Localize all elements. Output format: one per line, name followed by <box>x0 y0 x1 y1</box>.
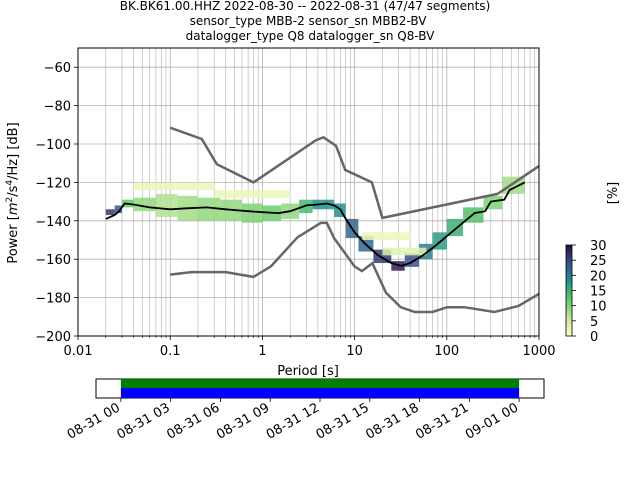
nlnm-curve <box>170 221 539 314</box>
density-cell <box>105 209 115 216</box>
colorbar <box>565 244 573 337</box>
nhnm-curve <box>169 126 539 220</box>
timeline-tick-label: 08-31 03 <box>115 400 173 442</box>
y-tick-label: −60 <box>44 61 71 76</box>
y-tick-label: −200 <box>35 330 71 345</box>
x-tick-label: 100 <box>434 344 459 359</box>
y-axis-label: Power [m2/s4/Hz] [dB] <box>5 122 21 263</box>
colorbar-label: [%] <box>606 182 621 205</box>
timeline-tick-label: 09-01 00 <box>463 400 521 442</box>
timeline-tick-label: 08-31 18 <box>363 400 421 442</box>
timeline-tick-label: 08-31 15 <box>314 400 372 442</box>
noise-models <box>105 126 539 314</box>
chart-title-line-3: datalogger_type Q8 datalogger_sn Q8-BV <box>186 29 436 43</box>
colorbar-tick-label: 20 <box>590 269 607 284</box>
density-cell <box>361 232 411 240</box>
x-tick-label: 1 <box>258 344 266 359</box>
y-tick-label: −140 <box>35 215 71 230</box>
density-cell <box>197 197 221 221</box>
x-tick-label: 0.01 <box>64 344 93 359</box>
x-tick-label: 1000 <box>522 344 555 359</box>
density-cell <box>502 176 525 194</box>
timeline-coverage-blue <box>120 388 520 398</box>
x-axis-label: Period [s] <box>277 364 339 379</box>
y-axis-ticks: −60 −80 −100 −120 −140 −160 −180 −200 <box>35 61 78 345</box>
y-tick-label: −120 <box>35 176 71 191</box>
y-tick-label: −180 <box>35 292 71 307</box>
density-cell <box>382 247 427 256</box>
x-tick-label: 10 <box>346 344 363 359</box>
timeline-tick-label: 08-31 06 <box>164 400 222 442</box>
x-tick-label: 0.1 <box>160 344 181 359</box>
density-cell <box>133 182 215 191</box>
chart-title-line-1: BK.BK61.00.HHZ 2022-08-30 -- 2022-08-31 … <box>120 0 491 13</box>
plot-area <box>78 48 539 336</box>
timeline-tick-label: 08-31 12 <box>264 400 322 442</box>
colorbar-tick-label: 25 <box>590 254 607 269</box>
timeline-tick-label: 08-31 00 <box>65 400 123 442</box>
colorbar-tick-label: 30 <box>590 239 607 254</box>
plot-frame <box>77 47 540 337</box>
density-cell <box>241 203 263 223</box>
chart-title-line-2: sensor_type MBB-2 sensor_sn MBB2-BV <box>190 14 428 28</box>
colorbar-tick-label: 0 <box>590 330 598 345</box>
colorbar-tick-label: 15 <box>590 285 607 300</box>
colorbar-tick-label: 5 <box>590 315 598 330</box>
y-tick-label: −100 <box>35 138 71 153</box>
density-cell <box>391 261 405 271</box>
timeline-tick-label: 08-31 21 <box>413 400 471 442</box>
density-cell <box>214 190 291 198</box>
timeline-tick-label: 08-31 09 <box>214 400 272 442</box>
density-cell <box>155 193 178 217</box>
density-cell <box>483 195 503 210</box>
density-cell <box>114 205 122 214</box>
y-tick-label: −80 <box>44 100 71 115</box>
x-axis-ticks: 0.01 0.1 1 10 100 1000 <box>64 336 556 359</box>
mode-curve <box>105 181 526 267</box>
colorbar-tick-label: 10 <box>590 300 607 315</box>
timeline-coverage-green <box>120 379 520 388</box>
y-tick-label: −160 <box>35 253 71 268</box>
